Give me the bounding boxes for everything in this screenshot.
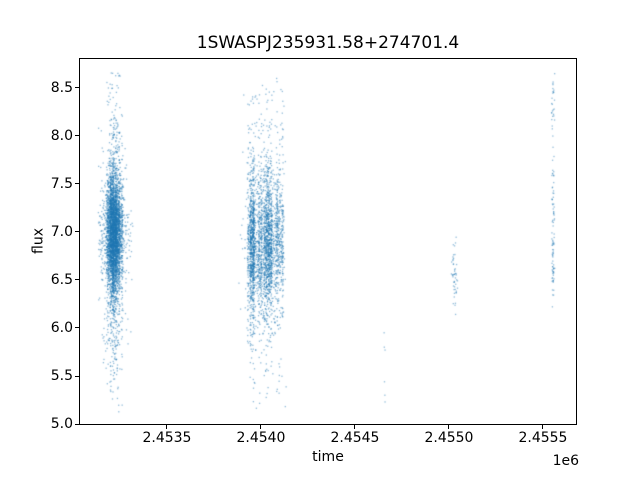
y-tick-mark — [75, 231, 79, 233]
x-tick-mark — [354, 425, 356, 429]
y-tick-label: 8.5 — [50, 79, 73, 96]
y-axis-label: flux — [30, 228, 47, 254]
y-tick-label: 7.0 — [50, 223, 73, 240]
y-tick-label: 5.0 — [50, 416, 73, 433]
y-tick-label: 6.0 — [50, 319, 73, 336]
x-tick-mark — [542, 425, 544, 429]
x-tick-label: 2.4555 — [518, 430, 568, 446]
y-tick-label: 6.5 — [50, 271, 73, 288]
x-tick-mark — [448, 425, 450, 429]
y-tick-mark — [75, 135, 79, 137]
x-tick-label: 2.4535 — [142, 430, 192, 446]
x-tick-mark — [166, 425, 168, 429]
y-tick-mark — [75, 375, 79, 377]
x-tick-mark — [260, 425, 262, 429]
y-tick-label: 8.0 — [50, 127, 73, 144]
x-tick-label: 2.4550 — [424, 430, 474, 446]
y-tick-mark — [75, 183, 79, 185]
x-tick-label: 2.4540 — [236, 430, 286, 446]
y-tick-label: 5.5 — [50, 368, 73, 384]
x-axis-offset-label: 1e6 — [552, 453, 579, 469]
y-tick-mark — [75, 423, 79, 425]
x-tick-label: 2.4545 — [330, 430, 380, 446]
y-tick-label: 7.5 — [50, 175, 73, 192]
y-tick-mark — [75, 87, 79, 89]
y-tick-mark — [75, 279, 79, 281]
x-axis-label: time — [312, 449, 344, 465]
y-tick-mark — [75, 327, 79, 329]
